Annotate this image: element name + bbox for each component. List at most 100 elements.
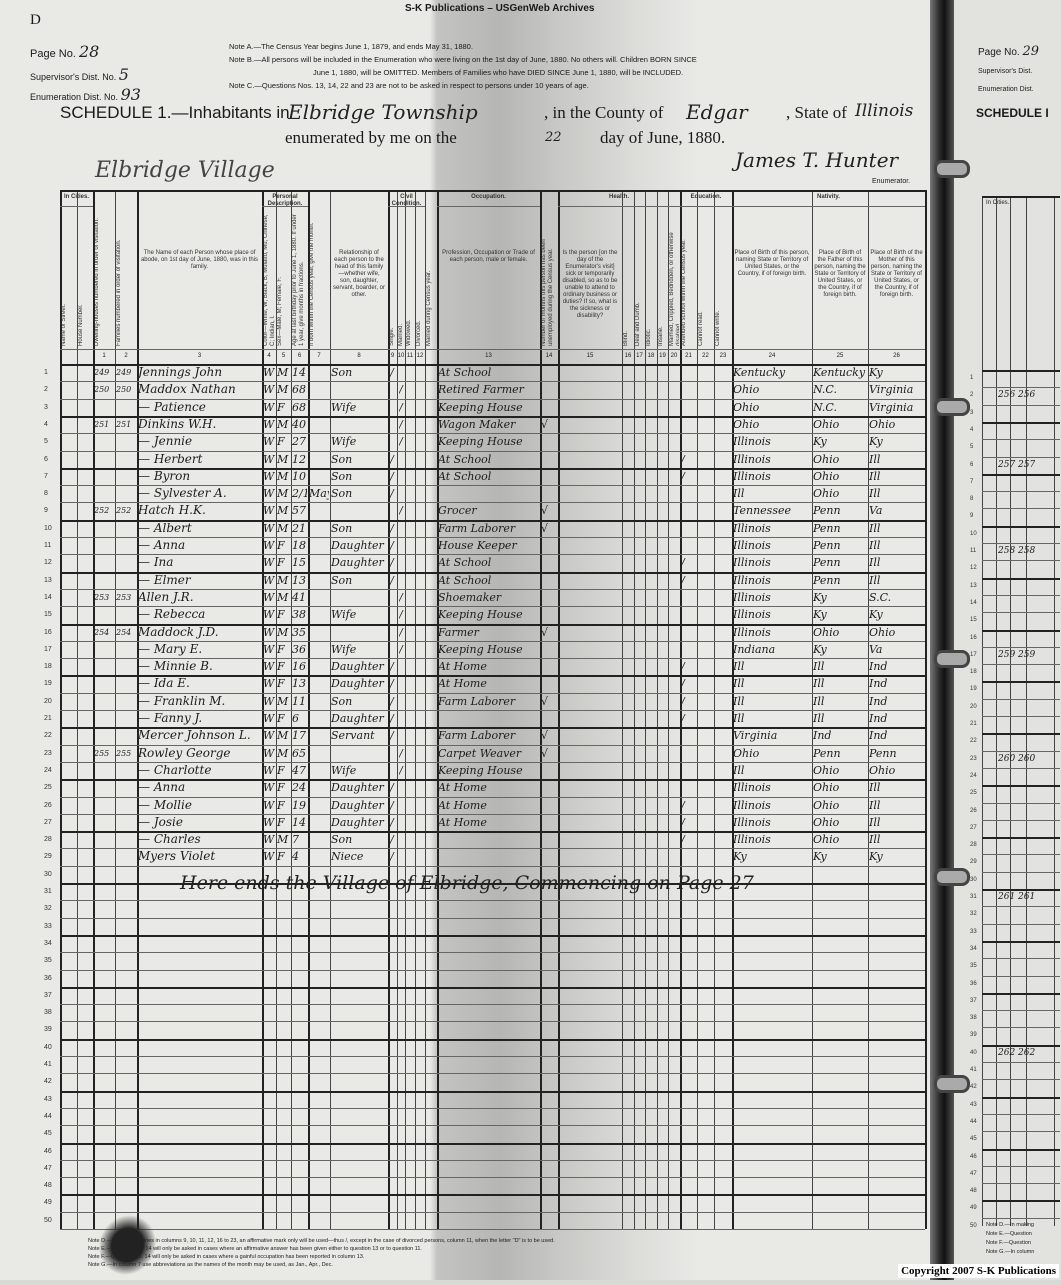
cell-age: 17 (292, 729, 306, 743)
cell-name: — Charles (138, 832, 201, 847)
line-number: 36 (970, 980, 977, 987)
cell-sex: M (277, 487, 289, 501)
column-header: Insane. (658, 326, 664, 346)
cell-age: 13 (292, 573, 306, 587)
row-rule (982, 646, 1060, 648)
row-rule (982, 612, 1060, 614)
column-rule (1054, 196, 1055, 1226)
line-number: 27 (970, 824, 977, 831)
row-rule (982, 543, 1060, 544)
cell-father: Kentucky (813, 366, 866, 379)
row-rule (60, 485, 925, 487)
cell-family: 253 (116, 592, 132, 602)
row-rule (982, 733, 1060, 736)
cell-occupation: Farm Laborer (438, 729, 516, 743)
column-number: 4 (267, 353, 271, 359)
group-header-health: Health. (608, 194, 629, 200)
column-header: Idiotic. (646, 328, 652, 346)
row-rule (60, 883, 925, 885)
cell-mother: Ill (869, 573, 881, 587)
footer-note-e: Note E.—Question No. 14 will only be ask… (88, 1246, 422, 1252)
page-number-value: 28 (78, 42, 100, 61)
date-suffix: day of June, 1880. (600, 128, 726, 147)
civil-condition-mark: / (390, 729, 394, 743)
row-rule (60, 415, 925, 418)
row-rule (60, 934, 925, 937)
line-number: 32 (44, 905, 52, 913)
note-c: Note C.—Questions Nos. 13, 14, 22 and 23… (229, 81, 589, 90)
row-rule (982, 1096, 1060, 1099)
cell-mother: Ill (869, 781, 881, 795)
line-number: 44 (44, 1112, 52, 1120)
cell-name: Hatch H.K. (138, 503, 206, 518)
civil-condition-mark: / (390, 366, 394, 379)
group-header-personal: Personal Description. (267, 194, 303, 207)
column-number: 13 (485, 353, 492, 359)
civil-condition-mark: / (390, 573, 394, 587)
cell-sex: M (277, 625, 289, 639)
cell-age: 10 (292, 469, 306, 483)
cell-sex: F (277, 608, 285, 622)
cell-mother: Ind (869, 729, 888, 743)
column-number: 12 (416, 353, 424, 359)
row-rule (60, 692, 925, 694)
right-dwelling-family-entry: 259 259 (998, 649, 1036, 660)
row-rule (982, 1044, 1060, 1047)
civil-condition-mark: / (399, 746, 403, 760)
group-rule (437, 206, 540, 207)
cell-color: W (263, 729, 275, 743)
cell-father: Ky (813, 608, 827, 622)
cell-name: Rowley George (138, 745, 231, 760)
column-rule (668, 190, 669, 1229)
row-rule (982, 923, 1060, 925)
row-rule (982, 1183, 1060, 1185)
row-rule (982, 681, 1060, 684)
cell-sex: F (277, 435, 285, 449)
line-number: 16 (44, 628, 52, 636)
line-number: 33 (44, 922, 52, 930)
cell-mother: Ind (869, 677, 888, 691)
row-rule (982, 837, 1060, 840)
enumerator-signature: James T. Hunter (735, 148, 899, 172)
cell-occupation: At School (438, 452, 492, 466)
line-number: 50 (44, 1216, 52, 1224)
line-number: 12 (970, 565, 977, 572)
cell-father: Penn (813, 746, 841, 760)
row-rule (60, 831, 925, 834)
right-in-cities: In Cities. (986, 200, 1010, 206)
column-number: 2 (124, 353, 128, 359)
cell-mother: Ill (869, 487, 881, 501)
enumeration-value: 93 (120, 85, 141, 104)
column-rule (93, 190, 95, 1229)
cell-color: W (263, 504, 275, 518)
cell-school: / (681, 798, 685, 812)
column-header: Place of Birth of the Mother of this per… (870, 250, 923, 298)
cell-name: Dinkins W.H. (138, 416, 217, 431)
cell-birthplace: Ohio (733, 400, 760, 414)
line-number: 48 (44, 1182, 52, 1190)
line-number: 41 (970, 1067, 977, 1073)
cell-relation: Wife (331, 608, 357, 622)
row-rule (60, 1194, 925, 1197)
line-number: 43 (44, 1095, 52, 1103)
column-rule (982, 196, 983, 1226)
cell-birthplace: Ill (733, 677, 745, 691)
cell-occupation: Farm Laborer (438, 694, 516, 708)
line-number: 41 (44, 1061, 52, 1068)
cell-sex: M (277, 469, 289, 483)
line-number: 21 (970, 721, 977, 727)
civil-condition-mark: / (399, 642, 403, 656)
cell-color: W (263, 521, 275, 535)
cell-color: W (263, 677, 275, 691)
cell-color: W (263, 452, 275, 466)
cell-occupation: At School (438, 573, 492, 587)
column-header: Attended school within the Census year. (681, 239, 687, 346)
cell-father: Ill (813, 660, 825, 674)
cell-name: — Elmer (138, 572, 191, 587)
cell-name: — Ina (138, 555, 174, 570)
cell-sex: M (277, 729, 289, 743)
line-number: 24 (44, 766, 52, 774)
cell-birthplace: Indiana (733, 642, 776, 656)
census-page-left: S-K Publications – USGenWeb Archives D P… (0, 0, 938, 1285)
locality: Elbridge Village (95, 158, 275, 183)
